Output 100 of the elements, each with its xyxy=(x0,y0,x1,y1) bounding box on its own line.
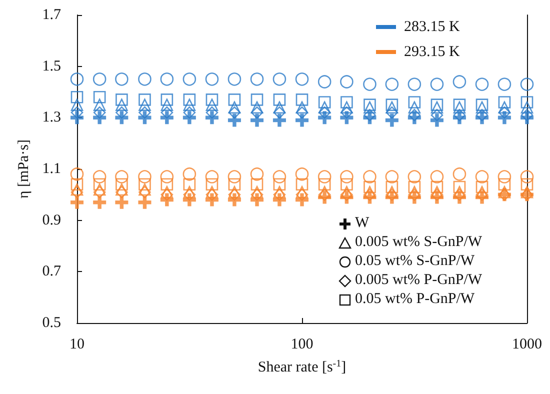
point xyxy=(520,78,534,91)
point xyxy=(205,111,218,124)
point xyxy=(520,186,534,198)
point xyxy=(363,78,376,91)
point xyxy=(318,75,332,88)
point xyxy=(228,114,241,127)
point xyxy=(408,111,421,124)
point xyxy=(430,78,444,91)
point xyxy=(70,186,84,198)
point xyxy=(205,193,218,206)
point xyxy=(520,111,534,124)
y-tick-label: 1.1 xyxy=(42,161,61,177)
point xyxy=(250,193,264,206)
point xyxy=(272,170,286,184)
point xyxy=(318,96,331,108)
point xyxy=(70,98,84,111)
point xyxy=(452,190,466,204)
point xyxy=(116,94,128,106)
point xyxy=(296,188,308,201)
point xyxy=(183,98,196,111)
point xyxy=(182,72,196,86)
point xyxy=(498,178,511,191)
annotation: 0.05 wt% S-GnP/W xyxy=(355,252,475,271)
point xyxy=(160,188,174,201)
point xyxy=(115,111,128,124)
point xyxy=(138,106,151,119)
annotation: 283.15 K xyxy=(404,18,460,37)
point xyxy=(363,170,376,184)
point xyxy=(340,190,354,204)
point xyxy=(206,186,218,198)
point xyxy=(228,106,241,119)
point xyxy=(386,98,398,111)
point xyxy=(93,196,106,209)
point xyxy=(92,170,106,184)
point xyxy=(364,186,376,198)
point xyxy=(250,106,264,119)
point xyxy=(183,94,196,106)
point xyxy=(452,111,466,124)
point xyxy=(430,180,444,194)
point xyxy=(385,170,399,184)
point xyxy=(115,170,128,184)
point xyxy=(498,78,512,91)
point xyxy=(70,111,84,124)
point xyxy=(250,188,264,201)
point xyxy=(340,101,353,114)
point xyxy=(206,94,218,106)
point xyxy=(206,188,218,201)
point xyxy=(70,72,84,86)
y-tick-label: 1.7 xyxy=(42,7,62,23)
point xyxy=(70,90,84,104)
annotation: W xyxy=(355,214,370,233)
annotation: 0.005 wt% P-GnP/W xyxy=(355,271,482,290)
point xyxy=(386,106,398,119)
point xyxy=(206,178,218,191)
point xyxy=(138,94,151,106)
point xyxy=(430,114,444,127)
point xyxy=(116,186,128,198)
point xyxy=(408,101,421,114)
point xyxy=(160,186,174,198)
y-tick-label: 0.9 xyxy=(42,212,61,228)
point xyxy=(250,186,264,198)
point xyxy=(386,180,398,194)
point xyxy=(160,94,174,106)
y-tick-label: 0.7 xyxy=(42,264,62,280)
point xyxy=(93,90,106,104)
point xyxy=(160,170,174,184)
annotation: 293.15 K xyxy=(404,43,460,62)
point xyxy=(70,167,84,181)
point xyxy=(206,106,218,119)
point xyxy=(520,178,534,191)
point xyxy=(340,96,353,108)
point xyxy=(520,96,534,108)
point xyxy=(498,106,511,119)
point xyxy=(182,193,196,206)
point xyxy=(70,178,84,191)
point xyxy=(93,186,106,198)
point xyxy=(138,186,151,198)
point xyxy=(228,178,241,191)
point xyxy=(364,180,376,194)
point xyxy=(452,75,466,88)
point xyxy=(138,183,151,196)
point xyxy=(296,178,308,191)
point xyxy=(340,106,353,119)
point xyxy=(476,186,488,198)
point xyxy=(520,170,534,184)
point xyxy=(498,170,512,184)
point xyxy=(453,186,466,198)
point xyxy=(92,72,106,86)
point xyxy=(318,178,331,191)
point xyxy=(296,186,308,198)
point xyxy=(138,196,152,209)
point xyxy=(340,75,354,88)
x-tick-label: 100 xyxy=(290,336,314,352)
point xyxy=(228,72,242,86)
point xyxy=(228,170,242,184)
point xyxy=(498,186,511,198)
point xyxy=(93,106,106,119)
point xyxy=(273,188,286,201)
point xyxy=(116,98,128,111)
point xyxy=(93,178,106,191)
